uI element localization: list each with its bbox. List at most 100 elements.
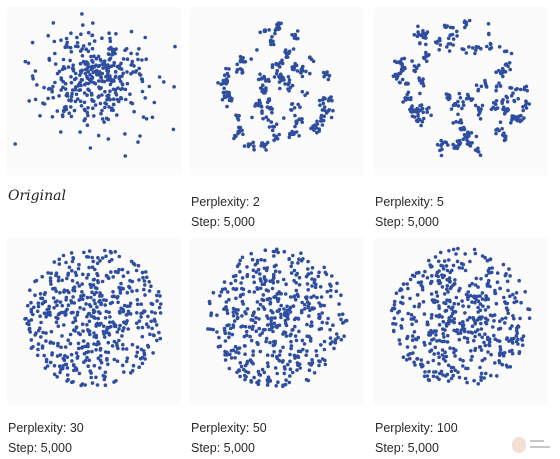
- scatter-point: [172, 85, 176, 89]
- scatter-point: [158, 336, 163, 341]
- scatter-point: [259, 104, 263, 108]
- scatter-point: [36, 304, 41, 309]
- scatter-point: [451, 247, 456, 252]
- scatter-point: [400, 62, 404, 66]
- scatter-point: [84, 47, 88, 51]
- scatter-point: [449, 107, 454, 111]
- scatter-point: [223, 339, 228, 343]
- scatter-point: [501, 74, 505, 79]
- scatter-point: [304, 69, 308, 74]
- scatter-point: [506, 108, 511, 112]
- scatter-point: [506, 64, 510, 69]
- scatter-point: [420, 79, 425, 83]
- scatter-point: [289, 344, 294, 348]
- scatter-point: [408, 107, 412, 112]
- scatter-point: [487, 337, 492, 341]
- scatter-point: [85, 110, 90, 115]
- scatter-svg-perplexity-2: [216, 21, 335, 152]
- scatter-point: [410, 59, 414, 63]
- scatter-point: [58, 370, 62, 375]
- scatter-point: [51, 341, 56, 345]
- scatter-point: [272, 125, 276, 129]
- step-label: Step: 5,000: [375, 441, 439, 455]
- scatter-point: [240, 286, 244, 291]
- scatter-point: [48, 279, 53, 283]
- scatter-point: [42, 353, 46, 358]
- scatter-point: [339, 337, 344, 342]
- scatter-point: [252, 144, 256, 148]
- scatter-point: [278, 349, 283, 353]
- scatter-point: [299, 310, 304, 315]
- scatter-point: [497, 327, 501, 331]
- scatter-point: [104, 309, 109, 314]
- scatter-point: [251, 318, 255, 322]
- scatter-point: [268, 38, 273, 43]
- scatter-point: [96, 79, 101, 83]
- scatter-point: [130, 62, 134, 67]
- scatter-point: [108, 82, 113, 87]
- scatter-point: [514, 339, 519, 344]
- scatter-point: [337, 313, 341, 317]
- scatter-point: [466, 330, 471, 334]
- scatter-point: [83, 71, 88, 76]
- scatter-point: [455, 259, 460, 264]
- scatter-point: [492, 333, 496, 338]
- scatter-point: [113, 91, 118, 95]
- scatter-point: [485, 296, 489, 301]
- scatter-point: [60, 334, 64, 338]
- scatter-point: [456, 246, 460, 251]
- scatter-point: [53, 51, 57, 56]
- scatter-point: [495, 280, 500, 284]
- scatter-point: [173, 44, 177, 49]
- scatter-point: [300, 300, 304, 305]
- scatter-point: [130, 289, 134, 293]
- scatter-point: [138, 134, 142, 138]
- scatter-point: [465, 318, 470, 322]
- scatter-point: [92, 342, 96, 346]
- scatter-point: [272, 264, 277, 269]
- scatter-point: [463, 252, 467, 256]
- scatter-point: [70, 380, 74, 385]
- scatter-point: [119, 87, 123, 92]
- scatter-point: [86, 344, 90, 349]
- scatter-point: [282, 249, 287, 254]
- scatter-point: [73, 270, 78, 275]
- scatter-point: [84, 350, 89, 355]
- scatter-point: [500, 101, 504, 105]
- scatter-point: [110, 344, 115, 348]
- scatter-point: [95, 383, 100, 387]
- scatter-point: [137, 72, 142, 76]
- scatter-point: [56, 343, 60, 348]
- scatter-point: [425, 276, 430, 280]
- scatter-point: [96, 256, 100, 260]
- scatter-point: [251, 324, 255, 329]
- scatter-point: [64, 260, 68, 265]
- scatter-point: [300, 120, 304, 124]
- scatter-point: [269, 321, 273, 326]
- scatter-point: [85, 66, 89, 71]
- perplexity-label: Perplexity: 5: [375, 195, 444, 209]
- scatter-point: [85, 295, 90, 300]
- scatter-point: [62, 109, 66, 114]
- scatter-point: [263, 91, 267, 95]
- scatter-point: [422, 340, 426, 345]
- scatter-point: [249, 338, 254, 343]
- scatter-point: [82, 250, 86, 255]
- scatter-point: [469, 330, 473, 335]
- scatter-point: [47, 86, 52, 91]
- scatter-point: [252, 290, 257, 294]
- scatter-point: [128, 301, 133, 306]
- scatter-point: [319, 116, 323, 120]
- scatter-point: [57, 311, 62, 316]
- scatter-point: [474, 83, 479, 87]
- scatter-point: [427, 258, 431, 263]
- scatter-point: [106, 52, 111, 56]
- scatter-point: [479, 321, 483, 326]
- scatter-point: [397, 309, 402, 314]
- scatter-point: [68, 332, 73, 337]
- scatter-point: [33, 279, 37, 284]
- scatter-point: [43, 366, 48, 370]
- scatter-point: [482, 340, 486, 345]
- scatter-point: [484, 371, 488, 376]
- scatter-point: [283, 292, 288, 296]
